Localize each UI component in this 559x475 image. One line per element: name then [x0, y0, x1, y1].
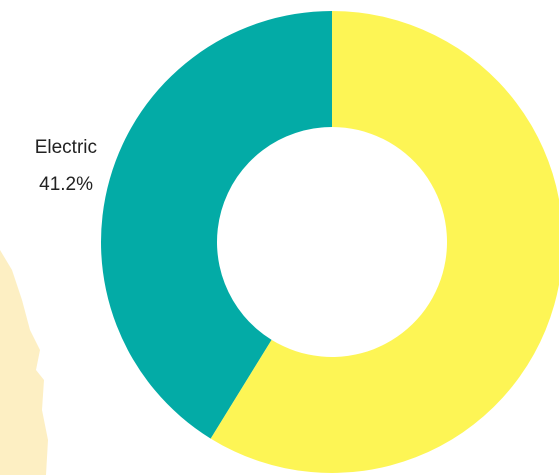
slice-value-label: 41.2%	[39, 174, 93, 195]
background-shape	[0, 250, 48, 475]
slice	[101, 11, 332, 439]
slice-label: Electric	[35, 137, 97, 158]
slice	[210, 11, 559, 473]
slices	[101, 11, 559, 473]
